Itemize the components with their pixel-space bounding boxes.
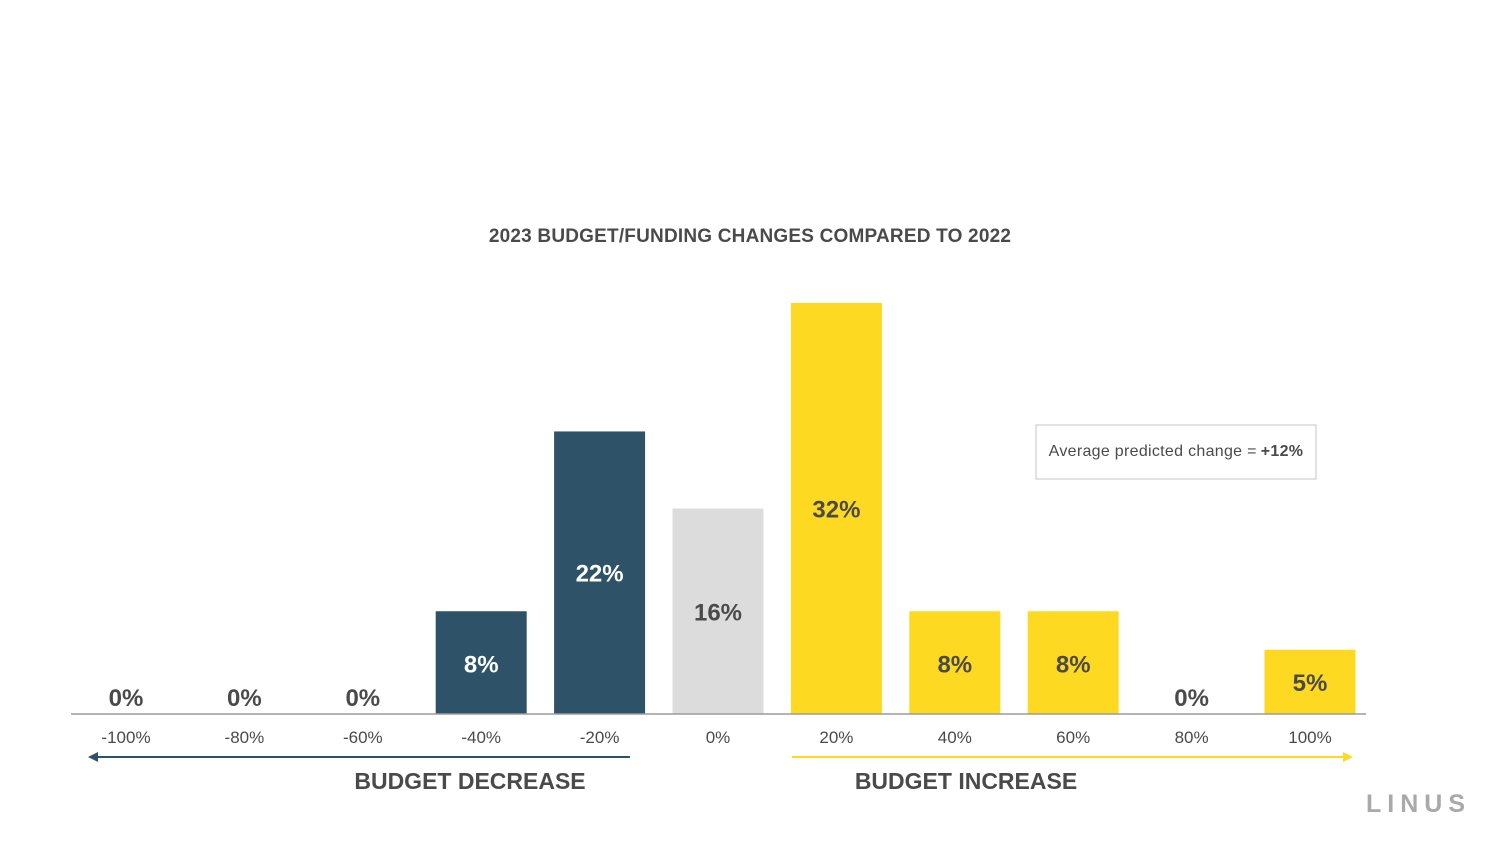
tick-label--100%: -100% xyxy=(101,728,150,747)
bar-0% xyxy=(672,508,764,714)
value-labels-group: 0% 0% 0% 8% 22% 16% 32% 8% 8% 0% 5% xyxy=(109,497,1328,713)
value-label--20%: 22% xyxy=(576,561,624,588)
bar-60% xyxy=(1027,611,1119,714)
tick-label--80%: -80% xyxy=(225,728,265,747)
average-change-annotation: Average predicted change = +12% xyxy=(1035,424,1317,480)
direction-arrows xyxy=(88,752,1353,762)
bars-group xyxy=(435,303,1356,714)
tick-labels-group: -100% -80% -60% -40% -20% 0% 20% 40% 60% 80% 100% xyxy=(101,728,1331,747)
value-label-20%: 32% xyxy=(812,497,860,524)
bar--20% xyxy=(554,431,646,714)
tick-label--60%: -60% xyxy=(343,728,383,747)
decrease-arrow-head xyxy=(88,752,98,762)
value-label-40%: 8% xyxy=(937,652,972,679)
value-label--100%: 0% xyxy=(109,685,144,712)
value-label-100%: 5% xyxy=(1293,670,1328,697)
tick-label-80%: 80% xyxy=(1175,728,1209,747)
tick-label-100%: 100% xyxy=(1288,728,1331,747)
bar--40% xyxy=(435,611,527,714)
annotation-prefix: Average predicted change = xyxy=(1048,443,1257,460)
bar-100% xyxy=(1264,649,1356,714)
chart-title: 2023 BUDGET/FUNDING CHANGES COMPARED TO … xyxy=(488,226,1012,247)
tick-label-20%: 20% xyxy=(819,728,853,747)
annotation-value: +12% xyxy=(1260,443,1304,460)
budget-decrease-label: BUDGET DECREASE xyxy=(354,768,585,794)
value-label-0%: 16% xyxy=(694,599,742,626)
value-label--80%: 0% xyxy=(227,685,262,712)
increase-arrow-head xyxy=(1343,752,1353,762)
tick-label-40%: 40% xyxy=(938,728,972,747)
value-label--60%: 0% xyxy=(345,685,380,712)
linus-logo: LINUS xyxy=(1366,790,1471,818)
value-label-60%: 8% xyxy=(1056,652,1091,679)
bar-20% xyxy=(790,303,882,714)
bar-40% xyxy=(909,611,1001,714)
tick-label-0%: 0% xyxy=(706,728,731,747)
value-label--40%: 8% xyxy=(464,652,499,679)
tick-label--40%: -40% xyxy=(461,728,501,747)
value-label-80%: 0% xyxy=(1174,685,1209,712)
tick-label-60%: 60% xyxy=(1056,728,1090,747)
budget-increase-label: BUDGET INCREASE xyxy=(855,768,1077,794)
tick-label--20%: -20% xyxy=(580,728,620,747)
